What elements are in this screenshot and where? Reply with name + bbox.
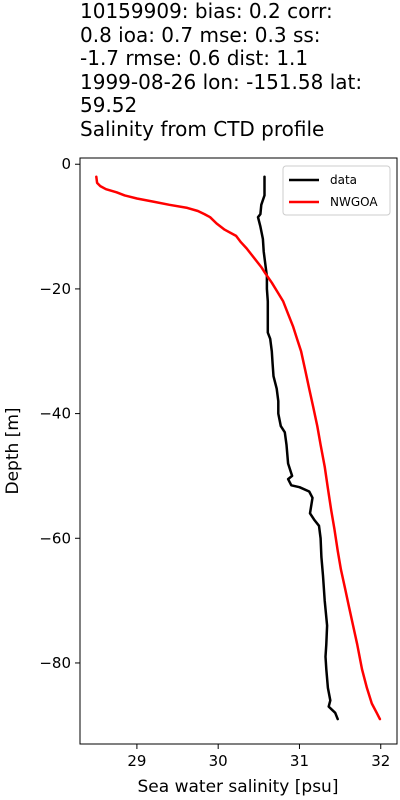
y-tick-label: −20 (39, 280, 71, 298)
legend-label-nwgoa: NWGOA (330, 195, 378, 209)
title-line-3: -1.7 rmse: 0.6 dist: 1.1 (80, 46, 309, 70)
title-line-5: 59.52 (80, 93, 138, 117)
title-line-2: 0.8 ioa: 0.7 mse: 0.3 ss: (80, 22, 321, 47)
title-line-4: 1999-08-26 lon: -151.58 lat: (80, 69, 363, 94)
chart-title: 10159909: bias: 0.2 corr: 0.8 ioa: 0.7 m… (80, 0, 398, 141)
series-line-nwgoa (95, 175, 382, 721)
x-tick-label: 31 (290, 752, 309, 770)
y-tick-label: −40 (39, 405, 71, 423)
x-tick-label: 32 (371, 752, 390, 770)
plot-frame (79, 157, 398, 745)
x-tick-label: 30 (209, 752, 228, 770)
series-layer (95, 175, 382, 721)
y-tick-label: 0 (61, 155, 71, 173)
y-tick-label: −60 (39, 529, 71, 547)
legend: data NWGOA (282, 165, 391, 216)
series-line-data (256, 175, 339, 721)
title-line-6: Salinity from CTD profile (80, 116, 325, 141)
y-axis-ticks: 0 −20 −40 −60 −80 (39, 155, 80, 672)
y-axis-label: Depth [m] (3, 407, 23, 494)
x-axis-label: Sea water salinity [psu] (138, 777, 339, 797)
y-tick-label: −80 (39, 654, 71, 672)
x-axis-ticks: 29 30 31 32 (127, 744, 390, 770)
x-tick-label: 29 (127, 752, 146, 770)
title-line-1: 10159909: bias: 0.2 corr: (80, 0, 333, 23)
legend-label-data: data (330, 173, 357, 187)
